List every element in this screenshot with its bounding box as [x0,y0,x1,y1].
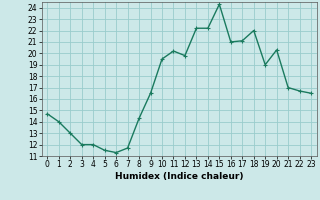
X-axis label: Humidex (Indice chaleur): Humidex (Indice chaleur) [115,172,244,181]
